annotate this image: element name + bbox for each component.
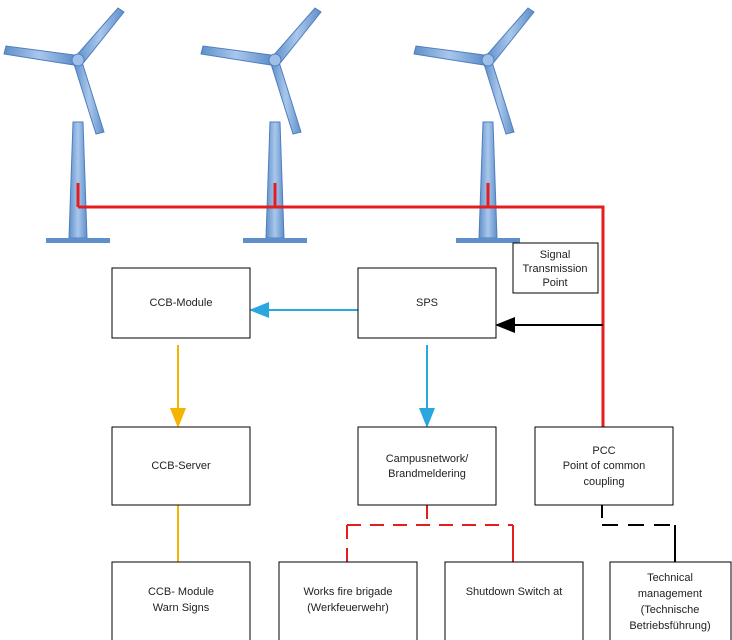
node-label: SPS: [416, 297, 438, 309]
node: CCB- Module Warn Signs: [112, 562, 250, 640]
node: Campusnetwork/ Brandmeldering: [358, 427, 496, 505]
node: PCC Point of common coupling: [535, 427, 673, 505]
node-label: Signal: [540, 249, 571, 261]
node: CCB-Server: [112, 427, 250, 505]
node-label: PCC: [592, 445, 615, 457]
node-label: (Technische: [641, 604, 700, 616]
node-label: CCB-Server: [151, 460, 211, 472]
node: Shutdown Switch at: [445, 562, 583, 640]
node: Technical management (Technische Betrieb…: [610, 562, 731, 640]
node-label: Brandmeldering: [388, 468, 466, 480]
node-label: Betriebsführung): [629, 620, 710, 632]
node-label: Works fire brigade: [303, 586, 392, 598]
node: Works fire brigade (Werkfeuerwehr): [279, 562, 417, 640]
node-label: CCB-Module: [150, 297, 213, 309]
node-label: (Werkfeuerwehr): [307, 602, 389, 614]
node: SPS: [358, 268, 496, 338]
node-label: management: [638, 588, 702, 600]
node-label: Shutdown Switch at: [466, 586, 563, 598]
node-label: Point of common: [563, 460, 646, 472]
node-label: Warn Signs: [153, 602, 210, 614]
node-label: coupling: [584, 476, 625, 488]
node: CCB-Module: [112, 268, 250, 338]
diagram: CCB-Module SPS Signal Transmission Point…: [0, 0, 732, 640]
node-label: Campusnetwork/: [386, 453, 469, 465]
node: Signal Transmission Point: [513, 243, 598, 293]
node-label: Transmission: [523, 263, 588, 275]
node-label: CCB- Module: [148, 586, 214, 598]
node-label: Technical: [647, 572, 693, 584]
node-label: Point: [542, 277, 567, 289]
